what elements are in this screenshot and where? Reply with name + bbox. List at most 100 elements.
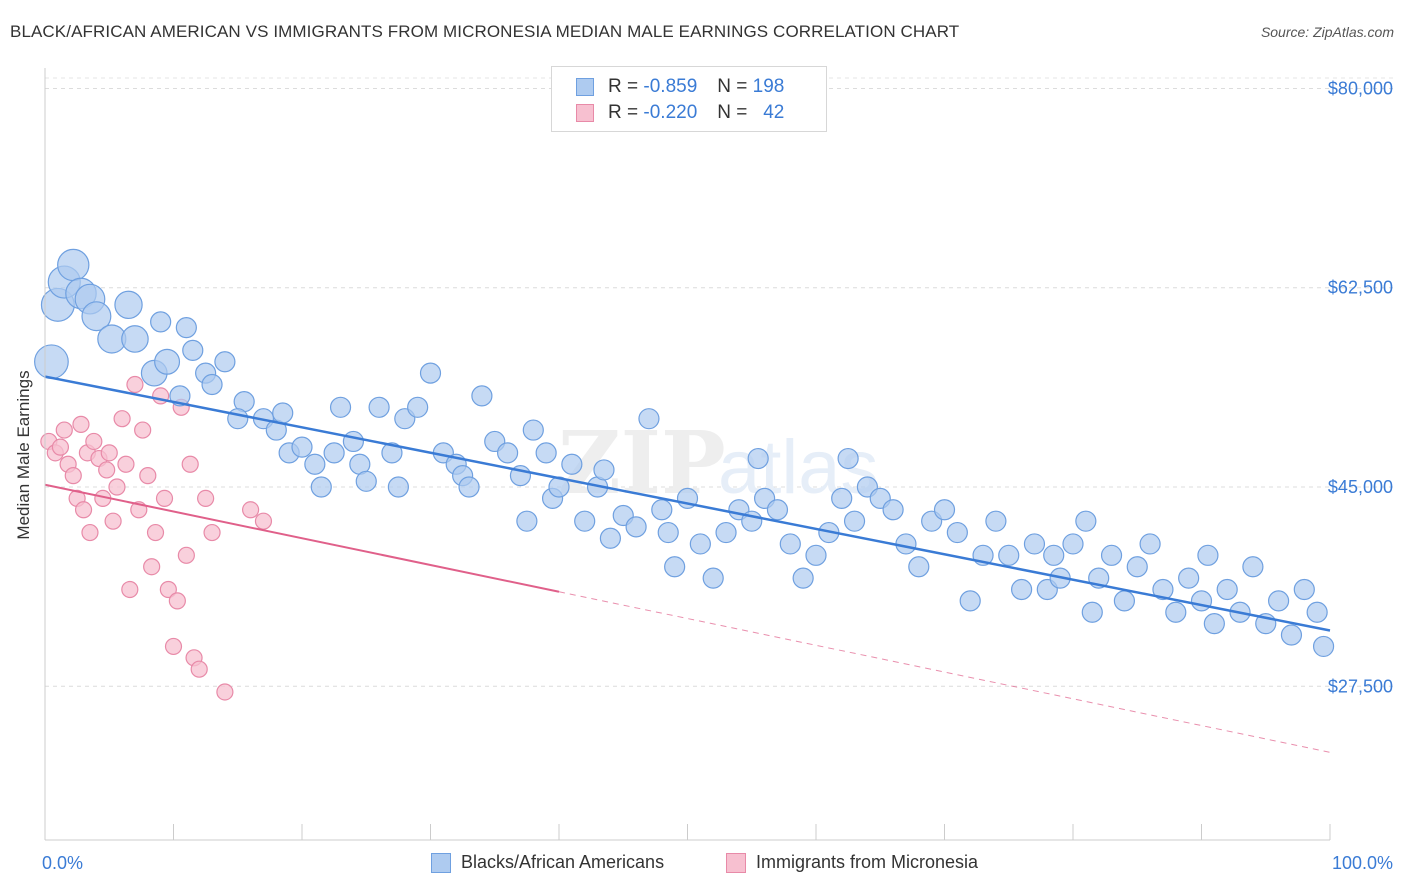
data-point-blacks	[1100, 544, 1123, 566]
data-point-blacks	[599, 527, 622, 549]
data-point-micronesia	[126, 375, 144, 394]
data-point-blacks	[1075, 510, 1097, 532]
legend-swatch-pink	[726, 852, 746, 873]
data-point-blacks	[1010, 578, 1033, 601]
data-point-micronesia	[74, 501, 93, 519]
legend-item-blacks: Blacks/African Americans	[431, 852, 664, 873]
data-point-blacks	[561, 453, 583, 475]
data-point-blacks	[1081, 601, 1103, 623]
data-point-blacks	[342, 430, 364, 453]
data-point-micronesia	[121, 580, 139, 599]
data-point-micronesia	[197, 489, 215, 507]
legend-label: Blacks/African Americans	[461, 852, 665, 872]
data-point-blacks	[471, 385, 493, 407]
chart-title: BLACK/AFRICAN AMERICAN VS IMMIGRANTS FRO…	[10, 22, 960, 41]
data-point-blacks	[1126, 556, 1148, 578]
data-point-blacks	[355, 470, 377, 492]
data-point-micronesia	[113, 410, 131, 428]
data-point-blacks	[792, 567, 814, 589]
x-tick-label: 100.0%	[1332, 853, 1393, 873]
trend-line-micronesia	[44, 483, 560, 593]
data-point-blacks	[1165, 601, 1187, 623]
data-point-micronesia	[190, 660, 208, 678]
data-point-blacks	[57, 248, 90, 282]
data-point-micronesia	[168, 592, 186, 610]
data-point-micronesia	[85, 432, 103, 451]
data-point-blacks	[1178, 567, 1200, 589]
legend-r-value: -0.220	[643, 102, 698, 123]
data-point-micronesia	[104, 512, 122, 530]
data-point-blacks	[304, 453, 326, 475]
data-point-blacks	[1062, 533, 1084, 555]
data-point-blacks	[625, 516, 647, 538]
data-point-blacks	[593, 459, 615, 481]
legend-n-value: 198	[752, 76, 785, 97]
data-point-blacks	[1023, 533, 1046, 555]
data-point-blacks	[1267, 590, 1290, 612]
data-point-blacks	[497, 442, 519, 464]
legend-row-blacks: R = -0.859 N = 198	[576, 75, 784, 99]
data-point-micronesia	[72, 415, 90, 433]
data-point-micronesia	[146, 523, 165, 542]
data-point-micronesia	[51, 438, 70, 456]
legend-swatch-blue	[431, 852, 451, 873]
data-point-micronesia	[81, 523, 99, 542]
data-point-blacks	[535, 442, 557, 464]
y-axis-title: Median Male Earnings	[14, 370, 33, 539]
data-point-blacks	[114, 290, 143, 320]
legend-n-label: N =	[717, 102, 748, 123]
data-point-blacks	[908, 556, 930, 578]
data-point-blacks	[1312, 635, 1335, 658]
data-point-blacks	[843, 510, 866, 532]
data-point-micronesia	[139, 467, 157, 485]
data-point-micronesia	[55, 421, 73, 439]
data-point-micronesia	[177, 546, 195, 564]
legend-swatch-pink	[576, 104, 594, 122]
source-label: Source: ZipAtlas.com	[1260, 24, 1394, 40]
data-point-micronesia	[143, 558, 161, 576]
data-point-blacks	[1306, 601, 1328, 623]
data-point-blacks	[882, 499, 904, 521]
data-point-blacks	[664, 556, 686, 578]
data-point-blacks	[310, 476, 332, 498]
data-point-blacks	[1203, 613, 1225, 635]
data-point-blacks	[702, 567, 724, 589]
data-point-blacks	[959, 590, 981, 612]
data-point-blacks	[1043, 544, 1065, 566]
data-point-blacks	[933, 499, 956, 521]
data-point-micronesia	[159, 580, 177, 599]
data-point-blacks	[1242, 556, 1264, 578]
data-point-blacks	[1293, 578, 1315, 601]
data-point-blacks	[150, 311, 172, 333]
data-point-blacks	[121, 325, 149, 353]
legend-r-value: -0.859	[643, 76, 698, 97]
data-point-blacks	[657, 521, 679, 544]
data-point-blacks	[272, 402, 294, 424]
data-point-blacks	[715, 521, 737, 544]
data-point-micronesia	[100, 444, 118, 462]
watermark: atlas	[718, 425, 879, 510]
data-point-blacks	[1152, 578, 1174, 601]
data-point-micronesia	[164, 637, 183, 656]
watermark: ZIP	[558, 413, 726, 514]
legend-row-micronesia: R = -0.220 N = 42	[576, 101, 784, 125]
data-point-blacks	[998, 544, 1020, 566]
data-point-blacks	[638, 408, 660, 430]
data-point-blacks	[831, 487, 853, 509]
data-point-blacks	[407, 396, 429, 418]
data-point-blacks	[329, 396, 352, 418]
data-point-micronesia	[216, 683, 234, 701]
data-point-blacks	[1139, 533, 1161, 555]
data-point-blacks	[689, 533, 711, 555]
data-point-micronesia	[117, 455, 135, 473]
data-point-blacks	[1280, 624, 1303, 646]
series-legend: Blacks/African Americans Immigrants from…	[0, 852, 1406, 876]
legend-label: Immigrants from Micronesia	[756, 852, 979, 872]
data-point-blacks	[1216, 578, 1238, 601]
legend-n-value: 42	[763, 102, 785, 123]
data-point-blacks	[182, 339, 204, 361]
data-point-blacks	[651, 499, 673, 521]
data-point-blacks	[81, 301, 112, 332]
data-point-blacks	[837, 447, 859, 470]
